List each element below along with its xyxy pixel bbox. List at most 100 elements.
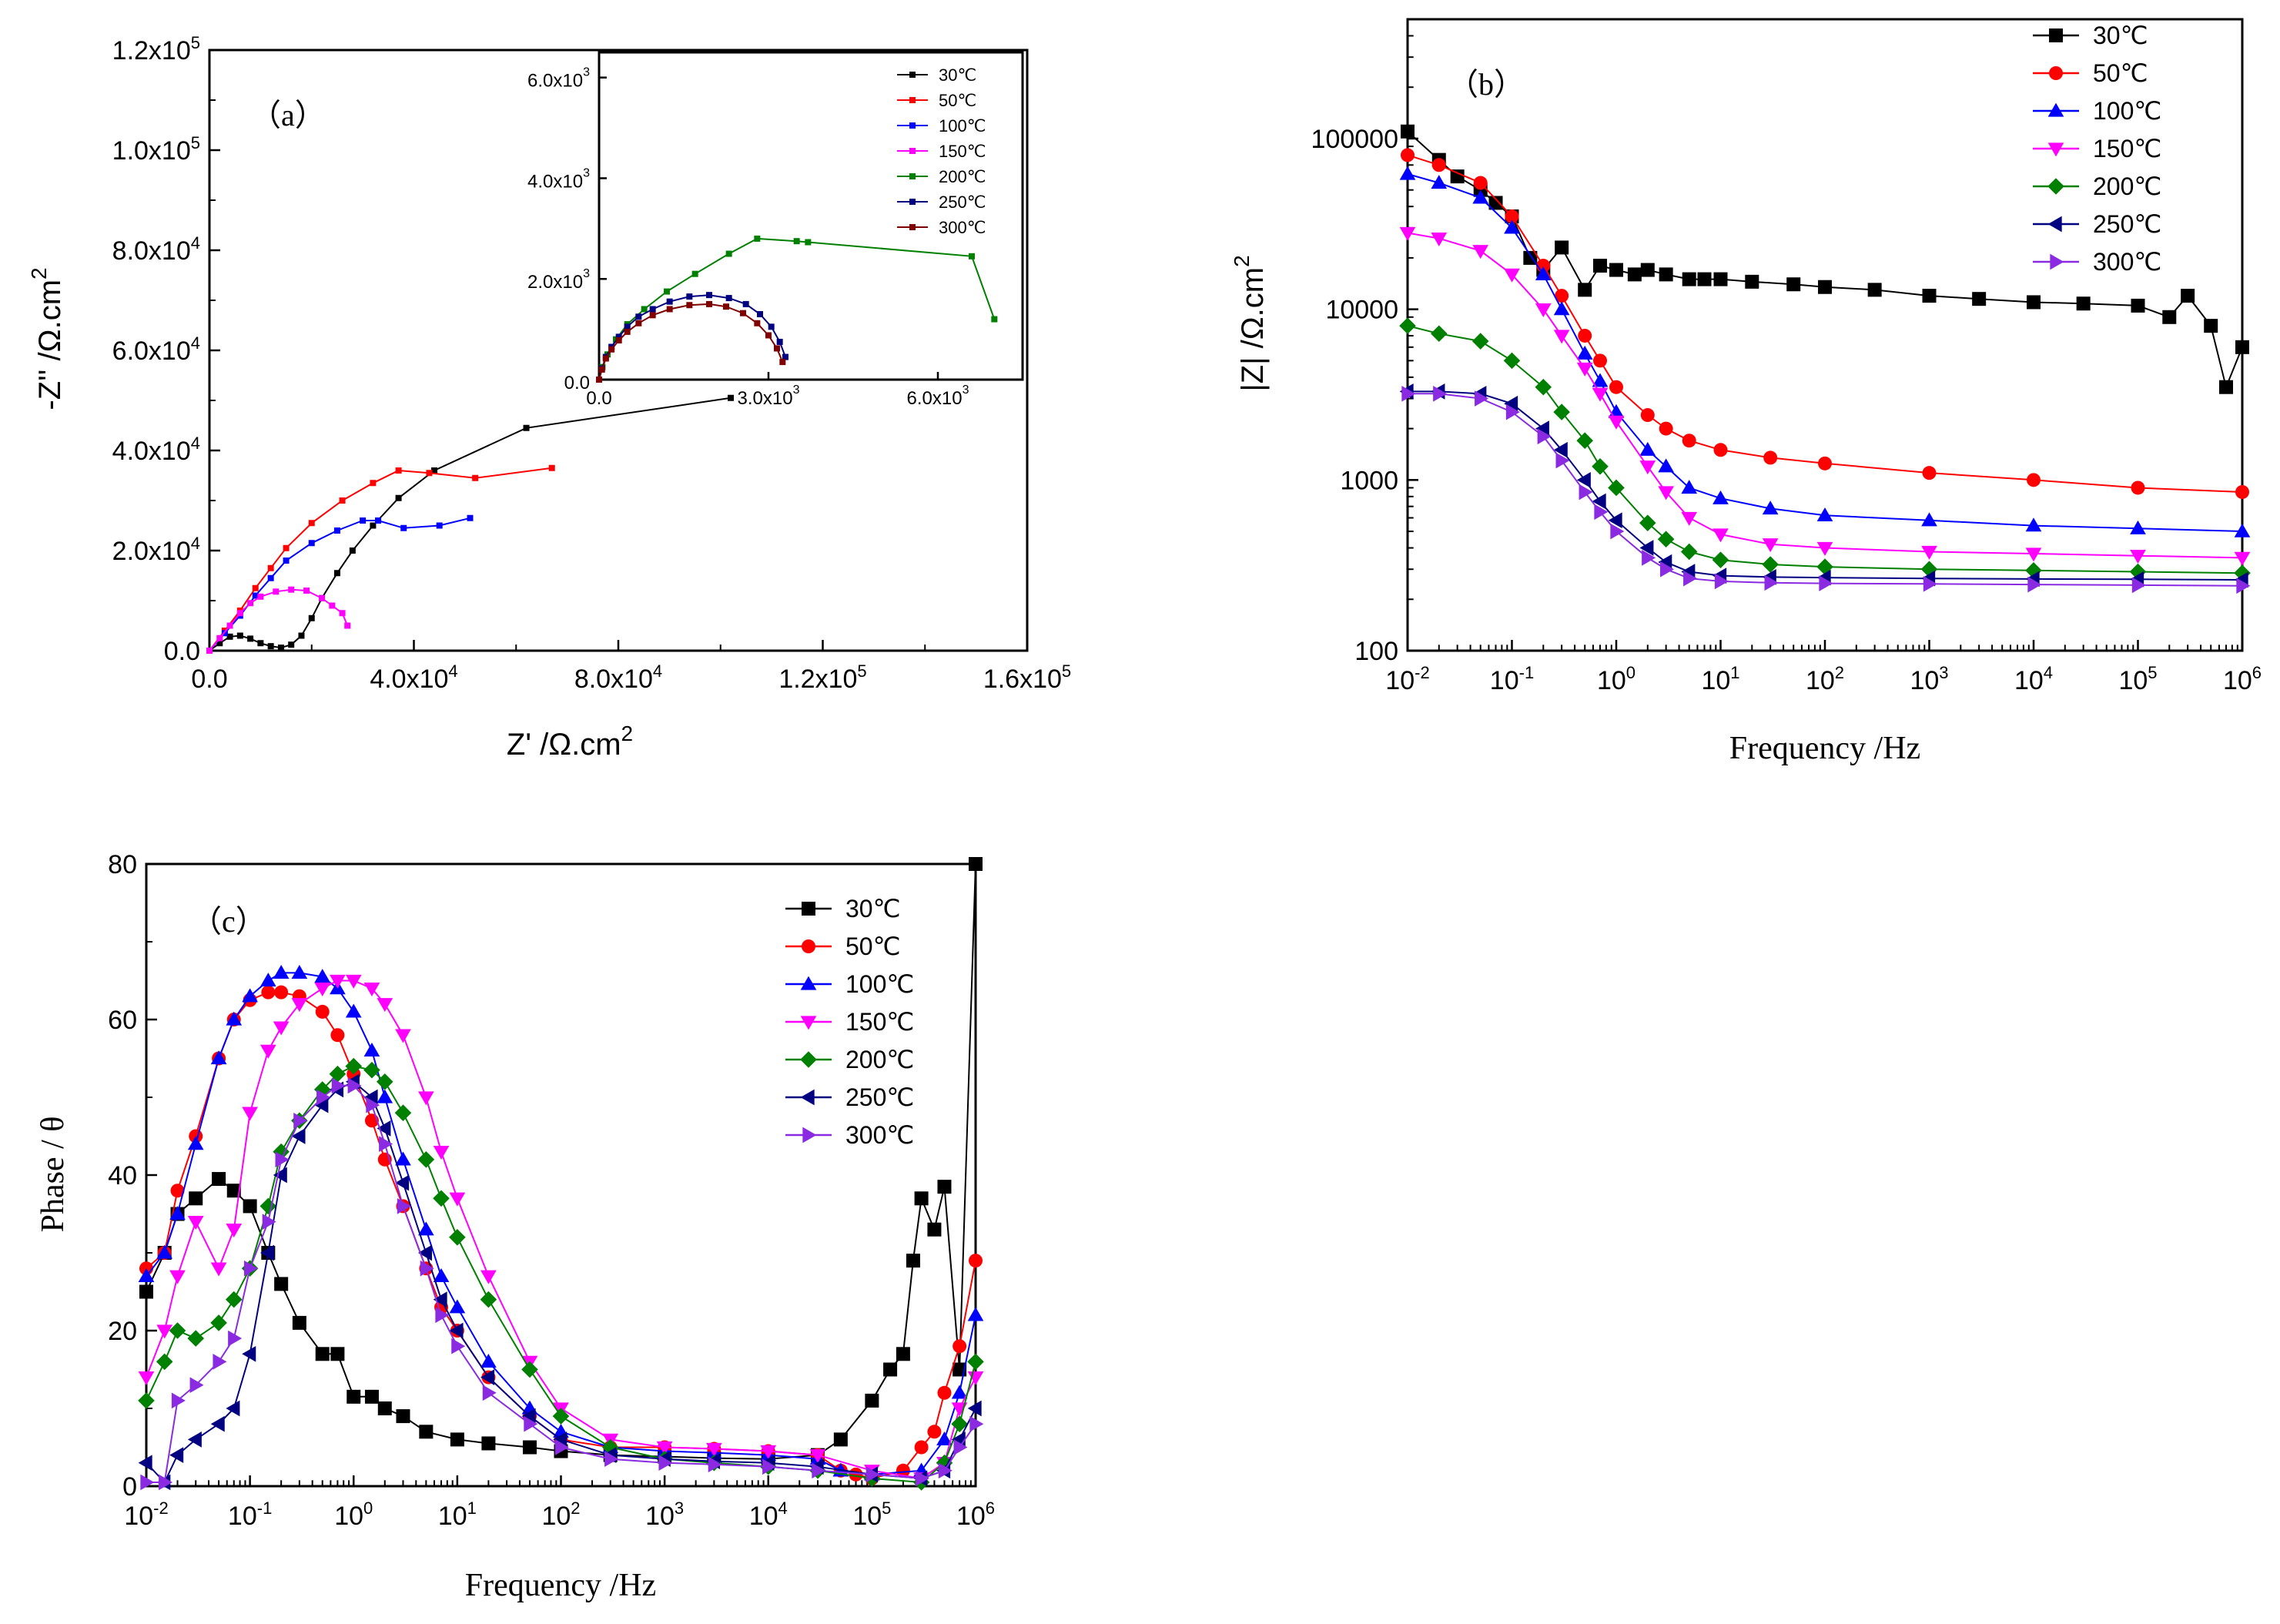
data-point [481, 1436, 496, 1451]
legend-item-100: 100℃ [2033, 97, 2161, 125]
data-point [1399, 226, 1416, 241]
legend-item-150: 150℃ [2033, 135, 2161, 162]
data-point [308, 614, 315, 621]
panel-a-ticks: 0.0 4.0x104 8.0x104 1.2x105 1.6x105 0.0 2.0x10… [112, 33, 1072, 694]
data-point [395, 1174, 410, 1191]
legend-label: 30℃ [845, 895, 901, 922]
data-point [1972, 292, 1987, 306]
data-point [865, 1466, 880, 1483]
data-point [938, 1462, 953, 1479]
y-tick-label: 0 [122, 1472, 137, 1502]
data-point [363, 1089, 378, 1106]
data-point [433, 1190, 450, 1207]
legend-marker [2049, 66, 2063, 80]
legend-item-50: 50℃ [785, 933, 901, 960]
data-point [433, 1146, 450, 1160]
legend-marker [800, 1089, 815, 1106]
y-tick-label: 10000 [1325, 296, 1398, 325]
data-point [1535, 266, 1552, 281]
legend-marker [909, 173, 916, 179]
data-point [1592, 373, 1609, 387]
data-point [1401, 385, 1416, 402]
data-point [370, 522, 377, 529]
legend-marker [909, 122, 916, 129]
series-50 [206, 464, 555, 654]
data-point [1473, 176, 1488, 190]
data-point [615, 333, 622, 340]
data-point [138, 1392, 155, 1409]
data-point [330, 974, 346, 989]
legend-marker [909, 199, 916, 205]
data-point [865, 1393, 879, 1408]
legend-item-100: 100℃ [785, 970, 914, 998]
data-point [138, 1371, 155, 1385]
data-point [1658, 458, 1674, 473]
data-point [242, 988, 258, 1003]
data-point [333, 527, 340, 534]
data-point [1867, 283, 1882, 297]
data-point [283, 544, 290, 551]
data-point [187, 1330, 205, 1347]
data-point [706, 1442, 722, 1457]
data-point [308, 540, 315, 547]
data-point [329, 602, 336, 609]
data-point [2162, 310, 2177, 324]
data-point [273, 588, 280, 595]
legend-marker [802, 939, 815, 953]
data-point [649, 312, 656, 319]
x-tick-label: 105 [852, 1498, 891, 1531]
legend-marker [800, 1051, 817, 1068]
data-point [635, 313, 642, 320]
data-point [480, 1354, 497, 1368]
legend-item-250: 250℃ [2033, 210, 2161, 238]
data-point [363, 1061, 380, 1079]
legend-marker [909, 97, 916, 103]
data-point [159, 1474, 173, 1491]
data-point [298, 632, 305, 639]
series-250 [1399, 383, 2248, 588]
data-point [927, 1425, 942, 1439]
data-point [1786, 277, 1801, 292]
data-point [2027, 473, 2041, 487]
data-point [216, 635, 223, 641]
data-point [760, 1445, 777, 1459]
data-point [273, 1167, 287, 1184]
data-point [548, 464, 555, 471]
data-point [156, 1353, 173, 1371]
data-point [377, 1401, 392, 1415]
data-point [1593, 259, 1608, 273]
data-point [1762, 501, 1779, 515]
data-point [395, 494, 402, 501]
series-100 [1399, 166, 2251, 537]
data-point [1762, 538, 1779, 553]
data-point [624, 323, 631, 330]
data-point [2236, 578, 2251, 594]
data-point [1555, 452, 1570, 469]
data-point [1576, 345, 1593, 360]
data-point [1504, 268, 1520, 283]
legend-label: 150℃ [2093, 135, 2161, 162]
data-point [472, 474, 479, 481]
legend-marker [2047, 102, 2064, 117]
legend-item-200: 200℃ [785, 1046, 914, 1073]
data-point [226, 1400, 240, 1417]
legend-marker [2049, 28, 2063, 42]
data-point [883, 1362, 898, 1377]
data-point [664, 288, 670, 295]
y-tick-label: 80 [108, 850, 137, 879]
data-point [187, 1136, 204, 1150]
data-point [1475, 390, 1489, 407]
panel-c-ticks: 10-2 10-1 100 101 102 103 104 105 106 0 20 40 60 80 [108, 850, 995, 1531]
data-point [1819, 575, 1833, 591]
panel-c-legend: 30℃ 50℃ 100℃ 150℃ 200℃ 250℃ 300℃ [785, 895, 914, 1149]
data-point [1713, 443, 1728, 457]
y-tick-label: 1000 [1340, 466, 1398, 495]
data-point [1553, 301, 1570, 316]
x-tick-label: 10-2 [124, 1498, 168, 1531]
data-point [604, 1451, 619, 1467]
data-point [449, 1322, 464, 1339]
data-point [666, 298, 673, 305]
data-point [1923, 575, 1937, 592]
data-point [417, 1244, 432, 1261]
